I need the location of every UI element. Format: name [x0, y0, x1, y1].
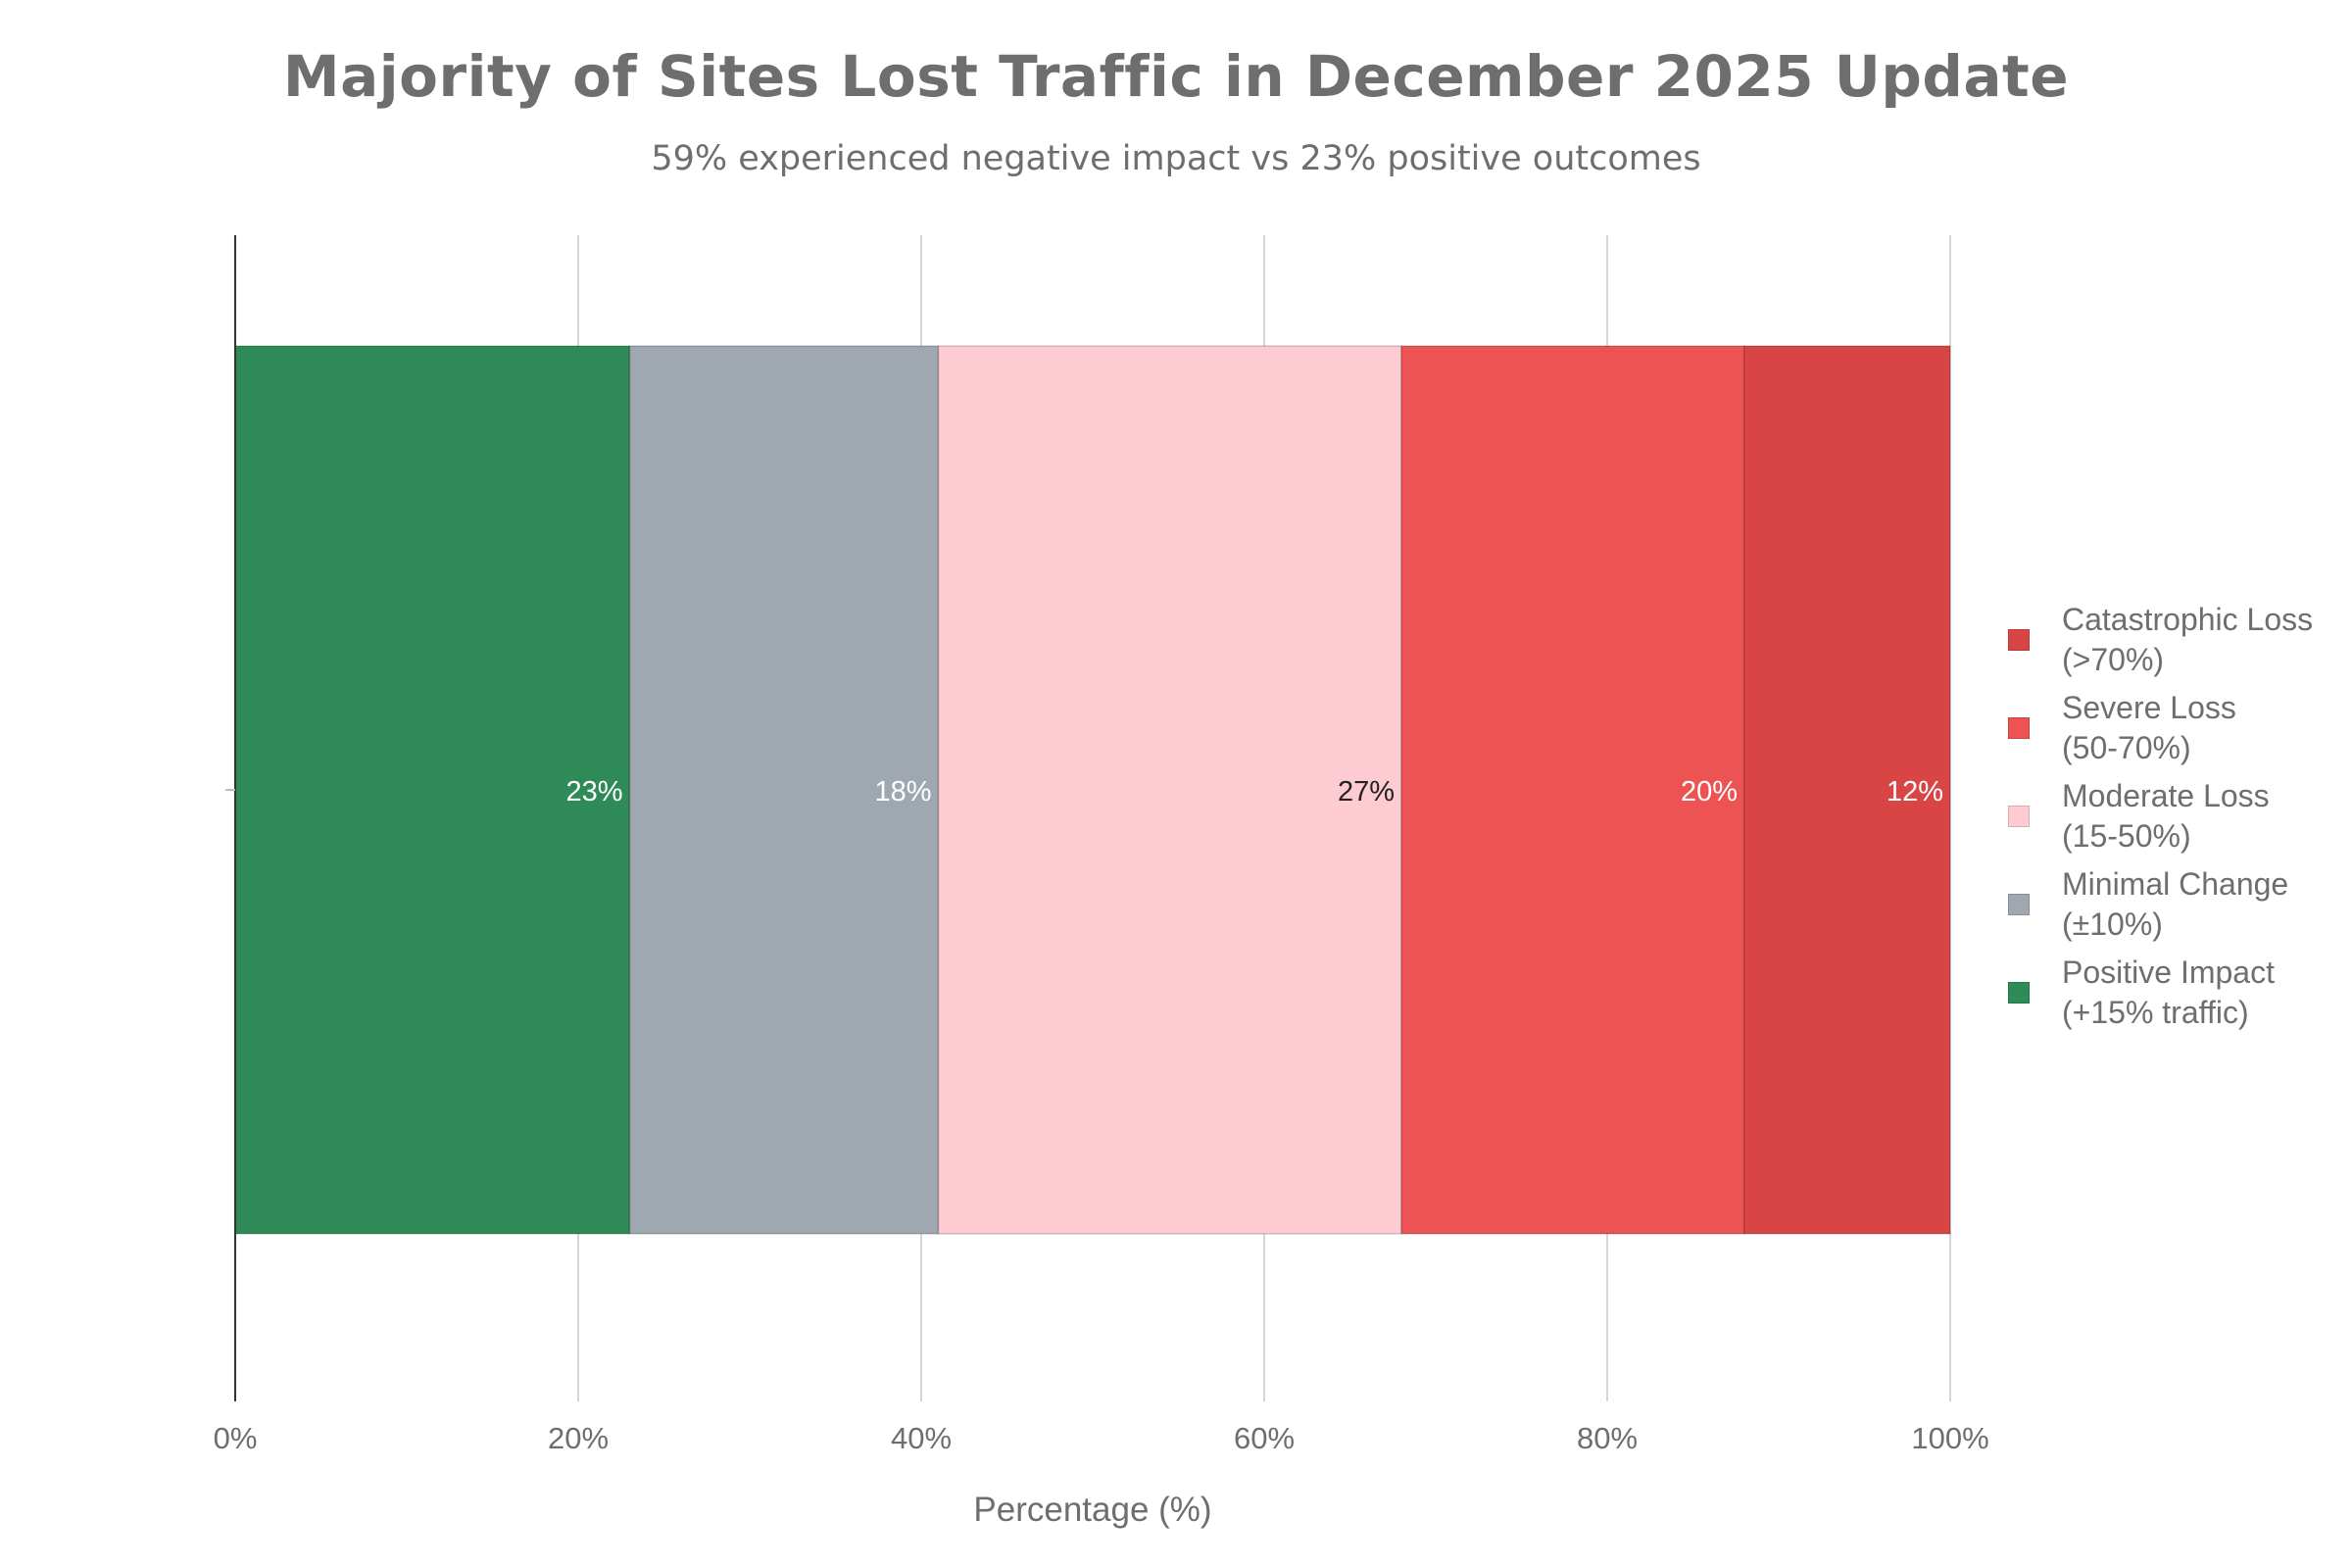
- legend-item: Minimal Change (±10%): [2005, 864, 2338, 953]
- x-tick-label: 40%: [891, 1421, 952, 1455]
- legend-item: Severe Loss (50-70%): [2005, 688, 2338, 776]
- bar-segment: [937, 345, 1402, 1235]
- bar-value-label: 12%: [1886, 776, 1943, 808]
- legend-label: Severe Loss (50-70%): [2062, 690, 2236, 765]
- bar-segment: [1743, 345, 1951, 1235]
- legend-label: Minimal Change (±10%): [2062, 866, 2289, 942]
- x-axis: 0% 20% 40% 60% 80% 100%: [214, 235, 1989, 1455]
- legend-swatch: [2008, 629, 2030, 651]
- legend-swatch: [2008, 982, 2030, 1004]
- x-tick-label: 60%: [1234, 1421, 1295, 1455]
- bar-value-label: 27%: [1338, 776, 1395, 808]
- legend-item: Moderate Loss (15-50%): [2005, 776, 2338, 864]
- bar-segment: [234, 345, 631, 1235]
- legend-label: Positive Impact (+15% traffic): [2062, 955, 2275, 1030]
- chart-title: Majority of Sites Lost Traffic in Decemb…: [282, 43, 2070, 110]
- x-tick-label: 0%: [214, 1421, 258, 1455]
- legend-item: Catastrophic Loss (>70%): [2005, 600, 2338, 688]
- legend-swatch: [2008, 717, 2030, 739]
- legend-label: Catastrophic Loss (>70%): [2062, 602, 2314, 677]
- legend-swatch: [2008, 806, 2030, 827]
- legend-label: Moderate Loss (15-50%): [2062, 778, 2270, 854]
- x-tick-label: 80%: [1577, 1421, 1638, 1455]
- bar-value-label: 20%: [1681, 776, 1738, 808]
- bar-segment: [628, 345, 940, 1235]
- x-axis-title: Percentage (%): [973, 1491, 1211, 1529]
- chart-legend: Catastrophic Loss (>70%) Severe Loss (50-…: [2005, 600, 2338, 1041]
- x-tick-label: 100%: [1911, 1421, 1988, 1455]
- bar-segment: [1400, 345, 1745, 1235]
- chart-subtitle: 59% experienced negative impact vs 23% p…: [651, 139, 1701, 178]
- data-labels: 23% 18% 27% 20% 12%: [565, 776, 1943, 808]
- bar-value-label: 23%: [565, 776, 622, 808]
- legend-item: Positive Impact (+15% traffic): [2005, 953, 2338, 1041]
- bar-value-label: 18%: [874, 776, 931, 808]
- stacked-bar: [234, 345, 1951, 1235]
- legend-swatch: [2008, 894, 2030, 915]
- x-tick-label: 20%: [548, 1421, 609, 1455]
